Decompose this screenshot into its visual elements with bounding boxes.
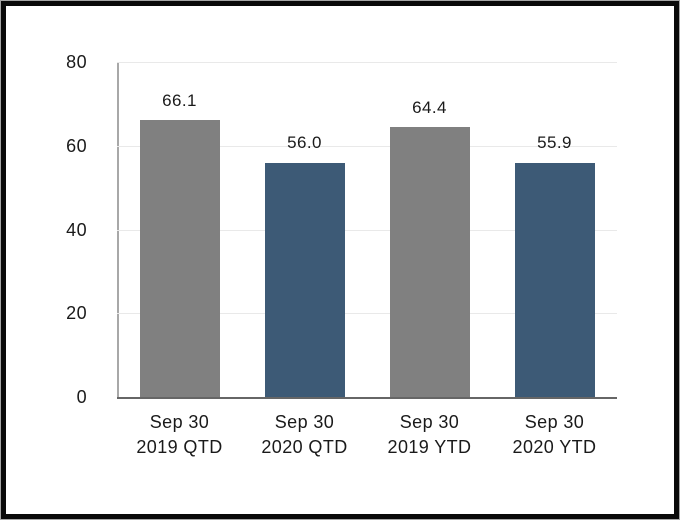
bar bbox=[389, 127, 470, 397]
gridline bbox=[117, 313, 617, 315]
y-tick-label: 40 bbox=[66, 219, 87, 240]
gridline bbox=[117, 145, 617, 147]
bar-column: 64.4 Sep 30 2019 YTD bbox=[367, 62, 492, 457]
bar-column: 55.9 Sep 30 2020 YTD bbox=[492, 62, 617, 457]
bar-column: 66.1 Sep 30 2019 QTD bbox=[117, 62, 242, 457]
plot-area: 0 20 40 60 80 66.1 Sep 30 2019 QTD 56.0 Sep 30 202… bbox=[66, 53, 617, 457]
bar-value-label: 64.4 bbox=[412, 97, 447, 117]
y-tick-label: 20 bbox=[66, 303, 87, 324]
y-tick-label: 80 bbox=[66, 52, 87, 72]
y-tick-label: 0 bbox=[76, 387, 87, 407]
bar bbox=[264, 162, 345, 397]
bar bbox=[514, 162, 595, 397]
x-axis-line bbox=[117, 397, 617, 399]
gridline bbox=[117, 229, 617, 231]
bar-value-label: 55.9 bbox=[537, 133, 572, 153]
x-tick-label: Sep 30 2019 YTD bbox=[387, 412, 472, 457]
y-tick-label: 60 bbox=[66, 135, 87, 156]
bar-column: 56.0 Sep 30 2020 QTD bbox=[242, 62, 367, 457]
x-tick-label: Sep 30 2020 YTD bbox=[512, 412, 597, 457]
bar bbox=[139, 120, 220, 397]
bar-value-label: 66.1 bbox=[162, 90, 197, 110]
x-tick-label: Sep 30 2019 QTD bbox=[136, 412, 223, 457]
bar-value-label: 56.0 bbox=[287, 132, 322, 152]
gridline bbox=[117, 62, 617, 63]
x-tick-label: Sep 30 2020 QTD bbox=[261, 412, 348, 457]
